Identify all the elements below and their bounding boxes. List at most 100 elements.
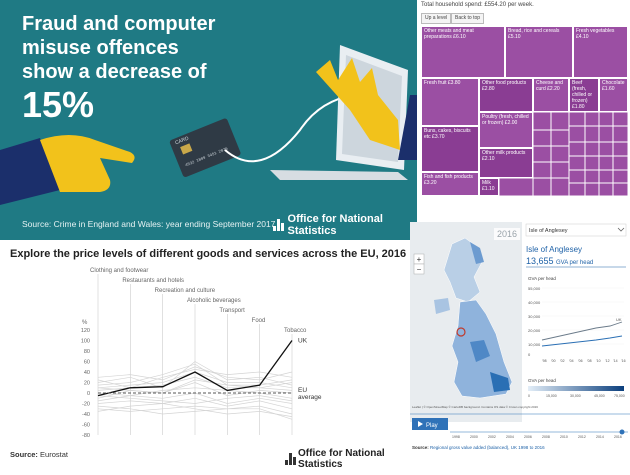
eu-y-label: % [82,320,88,326]
svg-text:0: 0 [528,394,530,398]
treemap-panel: Total household spend: £554.20 per week.… [419,0,630,222]
svg-text:'16: '16 [621,359,626,363]
gva-chart-label: GVA per head [528,276,556,281]
eu-source-label: Source: [10,450,38,459]
fraud-infographic-panel: Fraud and computer misuse offences show … [0,0,417,240]
map-footer-link[interactable]: Regional gross value added (balanced), U… [430,445,545,450]
svg-text:10,000: 10,000 [528,342,541,347]
eu-series-label: EU [298,387,307,394]
gva-x-ticks: '98 '00 '02 '04 '06 '08 '10 '12 '14 '16 [542,359,626,363]
eu-source-value: Eurostat [40,450,68,459]
eu-line-chart: % 120 100 80 60 40 20 0 -20 -40 -60 -80 Clothing and… [0,262,410,447]
svg-text:2000: 2000 [470,435,478,439]
svg-text:'10: '10 [596,359,601,363]
eu-y-tick: -80 [82,433,90,439]
regional-map-panel: 2016 + − Leaflet | © OpenStreetMap © Car… [410,222,630,470]
svg-text:'06: '06 [578,359,583,363]
svg-text:0: 0 [528,352,531,357]
svg-text:2012: 2012 [578,435,586,439]
eu-chart-source: Source: Eurostat [10,450,68,459]
ons-logo-icon [285,453,295,465]
gva-y-ticks: 55,000 40,000 30,000 20,000 10,000 0 [528,286,541,357]
legend-ticks: 0 15,000 30,000 45,000 75,000 [528,394,625,398]
year-badge: 2016 [497,229,517,239]
svg-text:1998: 1998 [452,435,460,439]
map-view: 2016 + − Leaflet | © OpenStreetMap © Car… [410,222,630,470]
svg-text:20,000: 20,000 [528,328,541,333]
svg-text:30,000: 30,000 [570,394,581,398]
zoom-out-button[interactable]: − [414,264,424,274]
eu-y-tick: 60 [84,360,90,366]
ons-logo-text: Office for National Statistics [298,448,410,470]
svg-text:2002: 2002 [488,435,496,439]
fraud-source: Source: Crime in England and Wales: year… [22,219,275,229]
eu-y-tick: -40 [82,412,90,418]
svg-text:'14: '14 [613,359,618,363]
timeline-handle[interactable] [620,430,625,435]
ons-logo: Office for National Statistics [273,213,417,237]
svg-text:'04: '04 [569,359,574,363]
eu-category-label: Alcoholic beverages [187,298,241,304]
svg-text:Isle of Anglesey: Isle of Anglesey [529,228,568,234]
svg-text:'98: '98 [542,359,547,363]
svg-text:2006: 2006 [524,435,532,439]
eu-category-label: Restaurants and hotels [122,278,184,284]
svg-text:55,000: 55,000 [528,286,541,291]
svg-text:2004: 2004 [506,435,514,439]
region-search-input[interactable]: Isle of Anglesey [526,224,626,236]
svg-text:2014: 2014 [596,435,604,439]
credit-card-icon: CARD 4532 1809 3451 2876 [169,118,241,178]
eu-y-tick: 120 [81,328,90,334]
svg-text:−: − [417,265,422,274]
gva-uk-line [542,322,622,340]
eu-price-chart-panel: Explore the price levels of different go… [0,240,410,470]
svg-text:2010: 2010 [560,435,568,439]
treemap-small-tiles [419,0,630,222]
region-name: Isle of Anglesey [526,245,582,254]
ons-logo-icon [273,219,284,231]
legend-label: GVA per head [528,378,556,383]
svg-text:15,000: 15,000 [546,394,557,398]
eu-y-tick: 20 [84,381,90,387]
eu-series-sublabel: average [298,394,322,401]
eu-category-label: Food [252,318,266,324]
svg-text:2016: 2016 [614,435,622,439]
eu-category-label: Recreation and culture [155,288,216,294]
svg-text:'08: '08 [587,359,592,363]
eu-chart-title: Explore the price levels of different go… [10,248,406,260]
svg-text:40,000: 40,000 [528,300,541,305]
map-footer-source: Source: [412,445,429,450]
region-unit: GVA per head [556,260,593,266]
ons-logo-text: Office for National Statistics [288,213,417,237]
eu-y-tick: 100 [81,339,90,345]
svg-text:'02: '02 [560,359,565,363]
svg-text:'12: '12 [605,359,610,363]
map-attribution: Leaflet | © OpenStreetMap © CartoDB back… [412,405,538,409]
svg-text:Play: Play [426,423,438,429]
svg-text:45,000: 45,000 [594,394,605,398]
svg-text:'00: '00 [551,359,556,363]
left-hand-icon [0,135,135,205]
uk-series-label: UK [298,338,308,345]
region-value: 13,655 [526,256,554,266]
card-cable [225,95,355,161]
gva-uk-tag: UK [616,317,622,322]
svg-text:+: + [417,255,422,264]
legend-gradient [528,386,624,391]
eu-category-label: Tobacco [284,328,307,334]
eu-y-tick: -60 [82,423,90,429]
timeline-years: 1998 2000 2002 2004 2006 2008 2010 2012 … [452,435,622,439]
eu-y-tick: 40 [84,370,90,376]
svg-text:75,000: 75,000 [614,394,625,398]
svg-text:30,000: 30,000 [528,314,541,319]
play-button[interactable]: Play [412,418,448,430]
ons-logo-bottom: Office for National Statistics [285,448,410,470]
svg-text:2008: 2008 [542,435,550,439]
eu-y-tick: 0 [87,391,90,397]
eu-y-tick: -20 [82,402,90,408]
eu-y-tick: 80 [84,349,90,355]
fraud-illustration: CARD 4532 1809 3451 2876 [0,0,417,240]
eu-category-label: Transport [219,308,245,314]
zoom-in-button[interactable]: + [414,254,424,264]
eu-category-label: Clothing and footwear [90,268,148,274]
